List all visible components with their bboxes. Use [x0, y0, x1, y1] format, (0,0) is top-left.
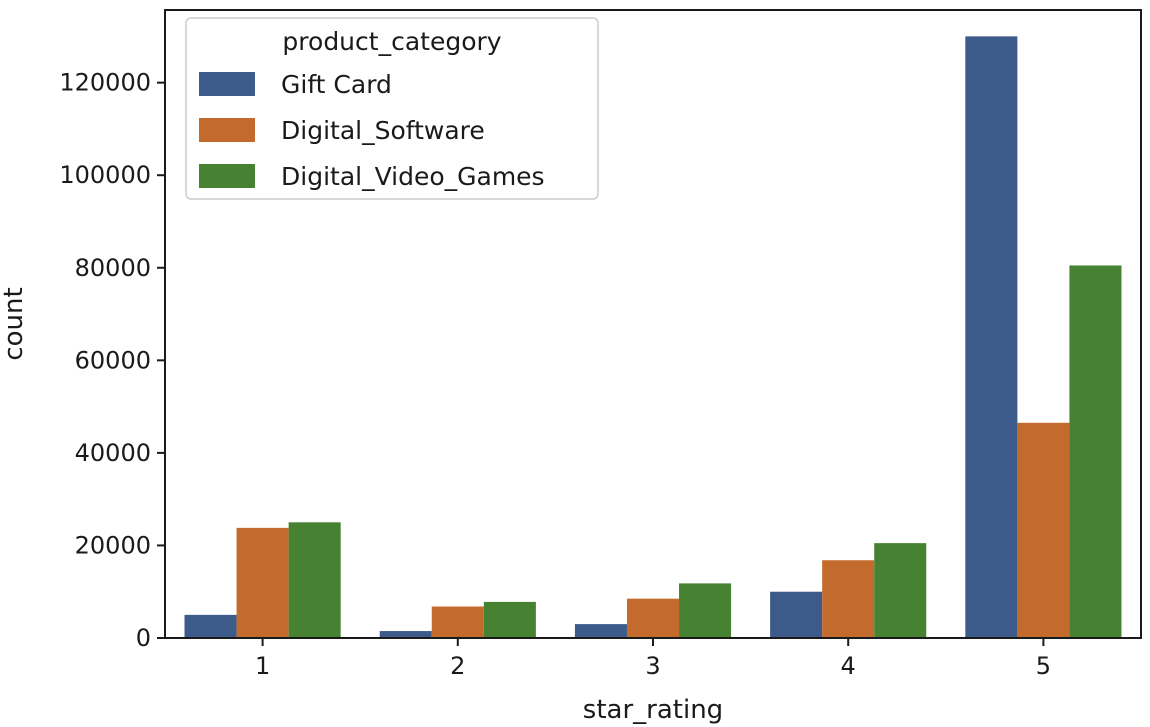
legend-swatch-digital-video-games: [199, 164, 255, 188]
y-tick-label: 60000: [75, 346, 151, 374]
y-tick-label: 100000: [59, 161, 151, 189]
x-axis: 1 2 3 4 5: [255, 638, 1051, 680]
legend-box: [185, 17, 599, 200]
legend-label: Digital_Video_Games: [281, 162, 545, 191]
bar-digital-video-games-rating-3: [679, 583, 732, 638]
bar-digital-software-rating-3: [626, 598, 680, 638]
bar-digital-software-rating-1: [236, 527, 289, 638]
plot-frame: [164, 9, 1142, 639]
legend-label: Digital_Software: [281, 116, 485, 145]
bar-digital-software-rating-2: [431, 606, 484, 638]
x-tick-label: 3: [645, 652, 660, 680]
y-tick-label: 0: [136, 624, 151, 652]
bar-digital-video-games-rating-2: [483, 601, 536, 638]
bars-group: [184, 36, 1122, 638]
bar-gift-card-rating-5: [965, 36, 1018, 638]
bar-gift-card-rating-2: [379, 631, 432, 638]
legend: product_category Gift Card Digital_Softwa…: [185, 17, 599, 200]
x-tick-label: 2: [450, 652, 465, 680]
y-axis: 0 20000 40000 60000 80000 100000 120000: [59, 69, 165, 652]
legend-swatch-gift-card: [199, 72, 255, 96]
bar-gift-card-rating-4: [770, 591, 823, 638]
bar-digital-video-games-rating-1: [288, 522, 341, 638]
bar-digital-software-rating-5: [1017, 422, 1070, 638]
x-tick-label: 1: [255, 652, 270, 680]
legend-items: Gift Card Digital_Software Digital_Video_G…: [199, 70, 545, 191]
y-tick-label: 20000: [75, 531, 151, 559]
bar-gift-card-rating-1: [184, 614, 237, 638]
legend-swatch-digital-software: [199, 118, 255, 142]
bar-digital-software-rating-4: [822, 560, 875, 638]
x-axis-label: star_rating: [583, 695, 723, 725]
y-tick-label: 40000: [75, 439, 151, 467]
y-tick-label: 80000: [75, 254, 151, 282]
x-tick-label: 5: [1036, 652, 1051, 680]
x-tick-label: 4: [841, 652, 856, 680]
legend-label: Gift Card: [281, 70, 392, 99]
bar-digital-video-games-rating-5: [1069, 265, 1122, 638]
bar-digital-video-games-rating-4: [874, 543, 927, 638]
y-axis-label: count: [0, 287, 29, 360]
y-tick-label: 120000: [59, 69, 151, 97]
legend-title: product_category: [282, 27, 501, 56]
bar-gift-card-rating-3: [574, 624, 627, 638]
